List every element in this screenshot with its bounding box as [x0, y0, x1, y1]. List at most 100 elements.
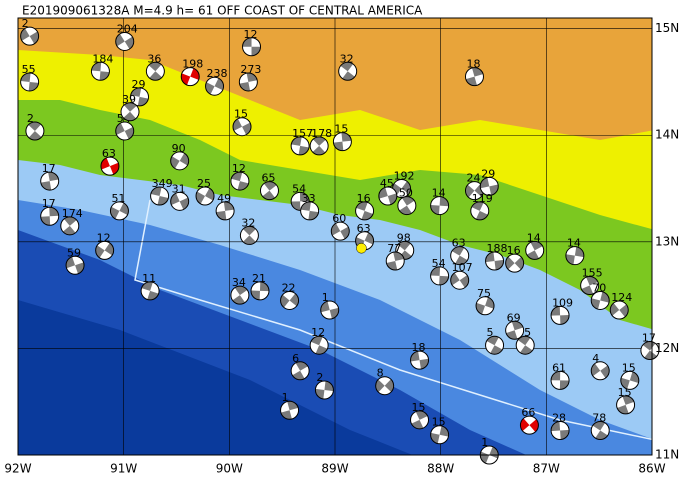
beachball-outline — [475, 296, 495, 316]
y-tick-label: 13N — [655, 234, 679, 248]
beachball-quadrant — [415, 410, 428, 420]
beachball-outline — [40, 171, 60, 191]
beachball — [330, 221, 350, 241]
beachball-quadrant — [232, 295, 246, 305]
beachball — [145, 61, 165, 81]
beachball-outline — [550, 420, 570, 440]
beachball-quadrant — [342, 71, 355, 81]
beachball-quadrant — [137, 96, 149, 106]
beachball — [620, 370, 640, 390]
beachball-outline — [410, 350, 430, 370]
beachball-outline — [242, 37, 262, 57]
beachball-outline — [280, 400, 300, 420]
beachball — [464, 67, 484, 87]
x-tick-label: 89W — [321, 462, 348, 476]
beachball — [230, 285, 250, 305]
beachball — [259, 181, 279, 201]
beachball — [280, 290, 300, 310]
beachball-quadrant — [591, 298, 601, 310]
beachball-quadrant — [560, 315, 570, 325]
beachball-quadrant — [459, 275, 469, 288]
beachball — [550, 420, 570, 440]
depth-label: 45 — [380, 177, 394, 190]
depth-label: 25 — [197, 177, 211, 190]
beachball-outline — [320, 300, 340, 320]
beachball — [109, 201, 129, 221]
beachball-quadrant — [214, 78, 224, 91]
beachball-quadrant — [298, 145, 309, 155]
depth-label: 63 — [357, 222, 371, 235]
x-tick-label: 92W — [4, 462, 31, 476]
beachball-outline — [120, 102, 140, 122]
beachball-outline — [195, 186, 215, 206]
beachball — [479, 176, 499, 196]
beachball — [375, 376, 395, 396]
depth-label: 15 — [334, 123, 348, 136]
beachball — [40, 171, 60, 191]
beachball-quadrant — [205, 82, 215, 95]
beachball — [519, 415, 539, 435]
beachball-quadrant — [393, 252, 404, 262]
beachball — [590, 361, 610, 381]
depth-label: 32 — [241, 216, 255, 229]
beachball — [242, 37, 262, 57]
beachball-outline — [375, 376, 395, 396]
beachball-quadrant — [320, 301, 330, 313]
beachball-quadrant — [259, 281, 269, 292]
beachball-quadrant — [300, 201, 311, 211]
depth-label: 4 — [592, 352, 599, 365]
beachball-quadrant — [20, 72, 31, 82]
beachball-outline — [450, 270, 470, 290]
beachball-outline — [232, 117, 252, 137]
beachball — [290, 136, 310, 156]
beachball-quadrant — [40, 216, 51, 226]
beachball — [300, 201, 320, 221]
beachball-quadrant — [123, 102, 137, 112]
x-tick-label: 90W — [216, 462, 243, 476]
beachball — [150, 186, 170, 206]
beachball-outline — [170, 151, 190, 171]
depth-label: 14 — [527, 231, 541, 244]
depth-label: 238 — [207, 67, 228, 80]
depth-label: 17 — [42, 162, 56, 175]
depth-label: 34 — [232, 276, 246, 289]
beachball-quadrant — [115, 33, 125, 47]
beachball-quadrant — [130, 87, 142, 97]
beachball-outline — [65, 255, 85, 275]
depth-label: 63 — [102, 147, 116, 160]
depth-label: 157 — [292, 127, 313, 140]
depth-label: 78 — [592, 411, 606, 424]
beachball-outline — [330, 221, 350, 241]
beachball-quadrant — [520, 345, 533, 355]
beachball-quadrant — [600, 291, 610, 303]
beachball-outline — [385, 251, 405, 271]
beachball — [616, 395, 636, 415]
beachball-outline — [130, 87, 150, 107]
beachball-outline — [616, 395, 636, 415]
depth-label: 6 — [292, 352, 299, 365]
beachball-outline — [485, 251, 505, 271]
beachball — [238, 72, 258, 92]
beachball — [180, 67, 200, 87]
beachball-outline — [620, 370, 640, 390]
depth-label: 69 — [507, 311, 521, 324]
beachball — [565, 246, 585, 266]
depth-label: 65 — [261, 172, 275, 185]
beachball-quadrant — [243, 235, 256, 245]
beachball-quadrant — [560, 429, 570, 440]
beachball-quadrant — [430, 432, 440, 444]
beachball-quadrant — [595, 430, 608, 440]
beachball-quadrant — [340, 226, 350, 240]
depth-label: 60 — [332, 212, 346, 225]
beachball-quadrant — [430, 266, 441, 276]
beachball-quadrant — [520, 418, 530, 432]
beachball-outline — [238, 72, 258, 92]
depth-label: 29 — [481, 167, 495, 180]
beachball-quadrant — [308, 210, 319, 220]
beachball-outline — [90, 61, 110, 81]
beachball — [290, 361, 310, 381]
beachball-outline — [332, 132, 352, 152]
beachball-quadrant — [341, 132, 352, 142]
beachball-quadrant — [451, 246, 465, 256]
